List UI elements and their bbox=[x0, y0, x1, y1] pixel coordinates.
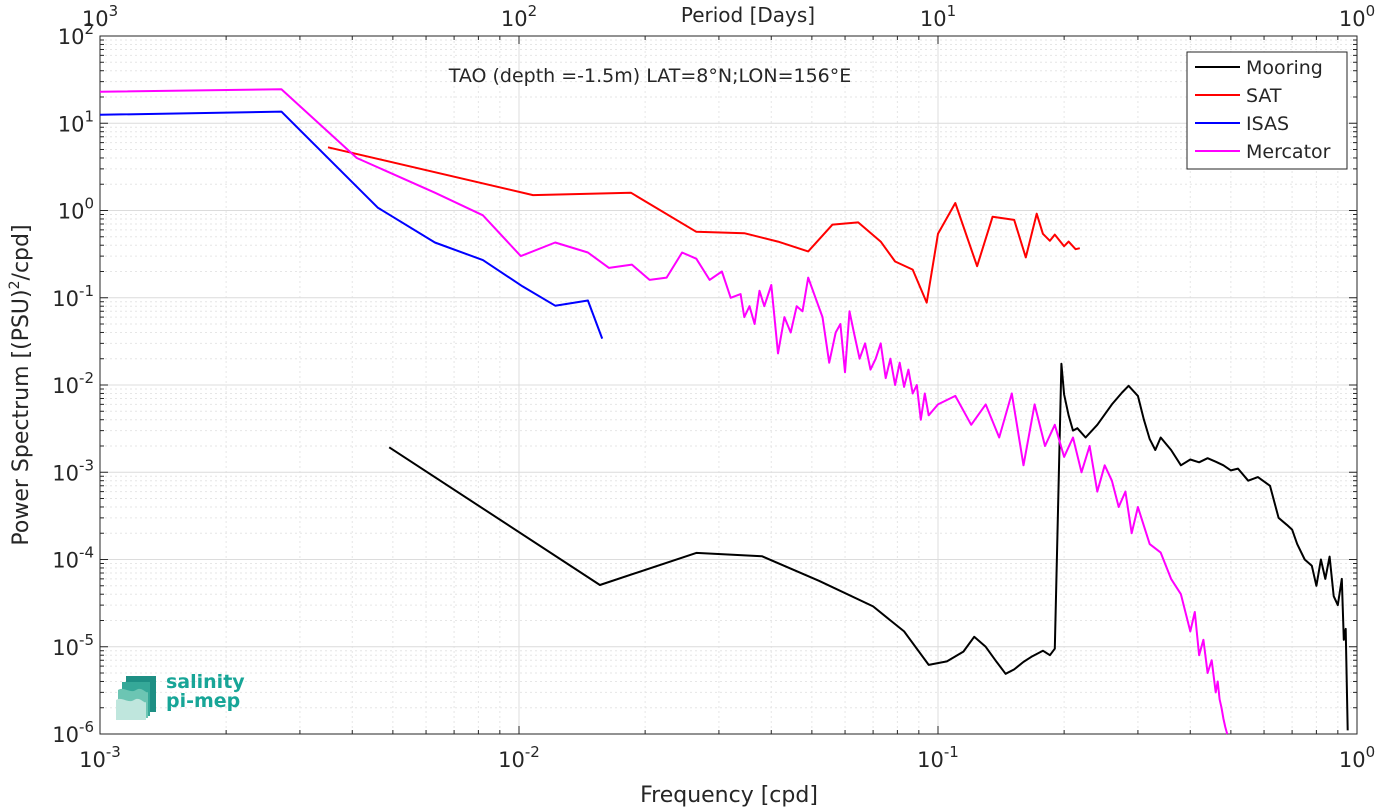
x-axis-label: Frequency [cpd] bbox=[640, 783, 818, 808]
legend-label-isas: ISAS bbox=[1246, 113, 1289, 135]
y-tick-label: 10-5 bbox=[52, 631, 94, 660]
grid-lines bbox=[99, 36, 1357, 735]
series-line-isas bbox=[99, 110, 604, 339]
y-tick-label: 101 bbox=[58, 107, 94, 136]
legend-label-mercator: Mercator bbox=[1246, 141, 1331, 163]
top-axis-label: Period [Days] bbox=[681, 3, 815, 27]
x-tick-label: 10-1 bbox=[917, 743, 959, 772]
logo-waves-icon bbox=[116, 676, 156, 720]
legend-box bbox=[1186, 51, 1348, 170]
legend-label-mooring: Mooring bbox=[1246, 57, 1323, 79]
y-tick-label: 10-2 bbox=[52, 369, 94, 398]
series-line-mercator bbox=[99, 88, 1229, 735]
y-tick-label: 10-3 bbox=[52, 456, 94, 485]
legend: Mooring SAT ISAS Mercator bbox=[1186, 51, 1348, 170]
series-line-mooring bbox=[388, 362, 1349, 731]
series-lines bbox=[99, 88, 1349, 735]
top-tick-label: 100 bbox=[1339, 2, 1375, 31]
y-tick-label: 10-6 bbox=[52, 718, 94, 747]
x-tick-label: 100 bbox=[1339, 743, 1375, 772]
chart-title: TAO (depth =-1.5m) LAT=8°N;LON=156°E bbox=[448, 65, 852, 87]
y-tick-label: 100 bbox=[58, 195, 94, 224]
y-tick-label: 10-1 bbox=[52, 282, 94, 311]
top-tick-label: 101 bbox=[920, 2, 956, 31]
top-tick-label: 102 bbox=[501, 2, 537, 31]
x-tick-label: 10-3 bbox=[79, 743, 121, 772]
top-tick-label: 103 bbox=[82, 2, 118, 31]
y-tick-label: 10-4 bbox=[52, 544, 94, 573]
y-axis-label: Power Spectrum [(PSU)2/cpd] bbox=[7, 224, 34, 545]
x-tick-label: 10-2 bbox=[498, 743, 540, 772]
legend-label-sat: SAT bbox=[1246, 85, 1282, 107]
logo-wordmark: salinity pi-mep bbox=[166, 671, 245, 712]
series-line-sat bbox=[327, 146, 1081, 304]
y-tick-label: 102 bbox=[58, 20, 94, 49]
salinity-pimep-logo: salinity pi-mep bbox=[116, 672, 256, 722]
